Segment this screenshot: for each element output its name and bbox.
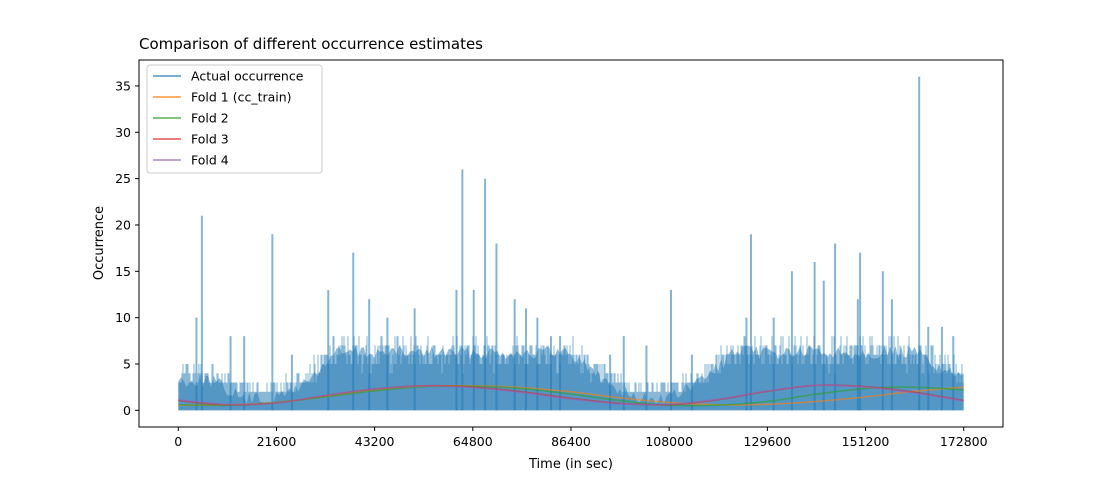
x-tick-label: 21600	[257, 434, 297, 449]
legend-label: Actual occurrence	[191, 69, 304, 84]
x-tick-label: 151200	[842, 434, 890, 449]
legend-label: Fold 1 (cc_train)	[191, 90, 292, 105]
y-tick-label: 30	[115, 125, 131, 140]
fold-2-line	[178, 385, 964, 407]
chart-title: Comparison of different occurrence estim…	[139, 35, 483, 53]
y-tick-label: 20	[115, 217, 131, 232]
y-axis: 0 5 10 15 20 25 30 35	[115, 78, 139, 418]
legend-label: Fold 2	[191, 111, 229, 126]
x-tick-label: 129600	[744, 434, 792, 449]
x-tick-label: 64800	[453, 434, 493, 449]
fold-4-line	[178, 384, 964, 406]
x-tick-label: 86400	[551, 434, 591, 449]
y-tick-label: 35	[115, 78, 131, 93]
y-tick-label: 10	[115, 310, 131, 325]
y-tick-label: 5	[123, 356, 131, 371]
x-tick-label: 172800	[940, 434, 988, 449]
x-tick-label: 43200	[355, 434, 395, 449]
y-tick-label: 15	[115, 264, 131, 279]
plot-area	[178, 76, 964, 411]
x-tick-label: 0	[174, 434, 182, 449]
fold-curves	[178, 384, 964, 407]
legend-box	[146, 64, 323, 174]
y-axis-label: Occurrence	[92, 206, 107, 280]
legend-label: Fold 3	[191, 132, 229, 147]
x-axis: 0 21600 43200 64800 86400 108000 129600 151200 1…	[174, 427, 988, 449]
legend-label: Fold 4	[191, 153, 229, 168]
x-tick-label: 108000	[645, 434, 693, 449]
legend: Actual occurrence Fold 1 (cc_train) Fold 2…	[146, 64, 323, 174]
x-axis-label: Time (in sec)	[528, 457, 613, 472]
y-tick-label: 25	[115, 171, 131, 186]
y-tick-label: 0	[123, 403, 131, 418]
